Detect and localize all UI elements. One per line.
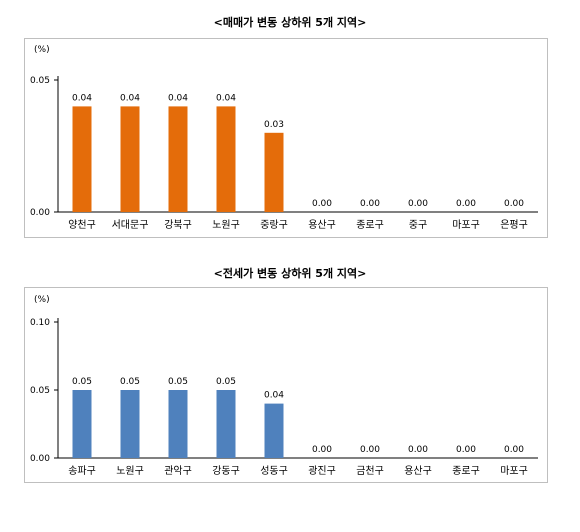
x-tick-label: 서대문구 bbox=[112, 219, 149, 231]
data-label: 0.04 bbox=[120, 93, 140, 103]
bar bbox=[216, 106, 236, 212]
data-label: 0.04 bbox=[216, 93, 236, 103]
x-tick-label: 마포구 bbox=[452, 219, 480, 231]
x-tick-label: 강동구 bbox=[212, 465, 240, 477]
data-label: 0.00 bbox=[312, 445, 332, 455]
bar bbox=[120, 106, 140, 212]
data-label: 0.05 bbox=[216, 377, 236, 387]
data-label: 0.03 bbox=[264, 120, 284, 130]
y-tick-label: 0.10 bbox=[30, 318, 50, 328]
x-tick-label: 성동구 bbox=[260, 465, 288, 477]
x-tick-label: 종로구 bbox=[452, 465, 480, 477]
x-tick-label: 은평구 bbox=[500, 219, 528, 231]
bar bbox=[264, 403, 284, 458]
x-tick-label: 종로구 bbox=[356, 219, 384, 231]
data-label: 0.00 bbox=[456, 445, 476, 455]
data-label: 0.00 bbox=[360, 199, 380, 209]
x-tick-label: 강북구 bbox=[164, 219, 192, 231]
bar bbox=[120, 390, 140, 458]
x-tick-label: 용산구 bbox=[404, 465, 432, 477]
data-label: 0.05 bbox=[120, 377, 140, 387]
bar bbox=[216, 390, 236, 458]
data-label: 0.04 bbox=[168, 93, 188, 103]
data-label: 0.04 bbox=[264, 391, 284, 401]
chart-title-sale: <매매가 변동 상하위 5개 지역> bbox=[213, 16, 367, 29]
bar bbox=[72, 106, 92, 212]
chart-frame-sale bbox=[24, 38, 548, 238]
x-tick-label: 금천구 bbox=[356, 465, 384, 477]
chart-title-jeonse: <전세가 변동 상하위 5개 지역> bbox=[213, 267, 367, 280]
y-axis-unit-label: (%) bbox=[34, 295, 50, 305]
x-tick-label: 중랑구 bbox=[260, 219, 288, 231]
x-tick-label: 관악구 bbox=[164, 465, 192, 477]
x-tick-label: 중구 bbox=[409, 219, 427, 231]
data-label: 0.00 bbox=[504, 199, 524, 209]
y-tick-label: 0.05 bbox=[30, 386, 50, 396]
data-label: 0.00 bbox=[408, 199, 428, 209]
sale-price-chart: (%) 0.00 0.05 0.04 양천구 0.04 서대문구 0.04 강북구 0.04 노원구… bbox=[30, 45, 538, 231]
y-tick-label: 0.00 bbox=[30, 208, 50, 218]
data-label: 0.00 bbox=[312, 199, 332, 209]
bar bbox=[72, 390, 92, 458]
x-tick-label: 용산구 bbox=[308, 219, 336, 231]
x-tick-label: 노원구 bbox=[212, 219, 240, 231]
data-label: 0.00 bbox=[456, 199, 476, 209]
data-label: 0.05 bbox=[168, 377, 188, 387]
chart-frame-jeonse bbox=[24, 287, 548, 483]
x-tick-label: 양천구 bbox=[68, 219, 96, 231]
y-tick-label: 0.05 bbox=[30, 76, 50, 86]
x-tick-label: 송파구 bbox=[68, 465, 96, 477]
x-tick-label: 마포구 bbox=[500, 465, 528, 477]
y-tick-label: 0.00 bbox=[30, 454, 50, 464]
data-label: 0.05 bbox=[72, 377, 92, 387]
bar bbox=[264, 132, 284, 212]
bar bbox=[168, 106, 188, 212]
y-axis-unit-label: (%) bbox=[34, 45, 50, 55]
bar bbox=[168, 390, 188, 458]
x-tick-label: 광진구 bbox=[308, 465, 336, 477]
x-tick-label: 노원구 bbox=[116, 465, 144, 477]
data-label: 0.04 bbox=[72, 93, 92, 103]
data-label: 0.00 bbox=[408, 445, 428, 455]
data-label: 0.00 bbox=[504, 445, 524, 455]
data-label: 0.00 bbox=[360, 445, 380, 455]
